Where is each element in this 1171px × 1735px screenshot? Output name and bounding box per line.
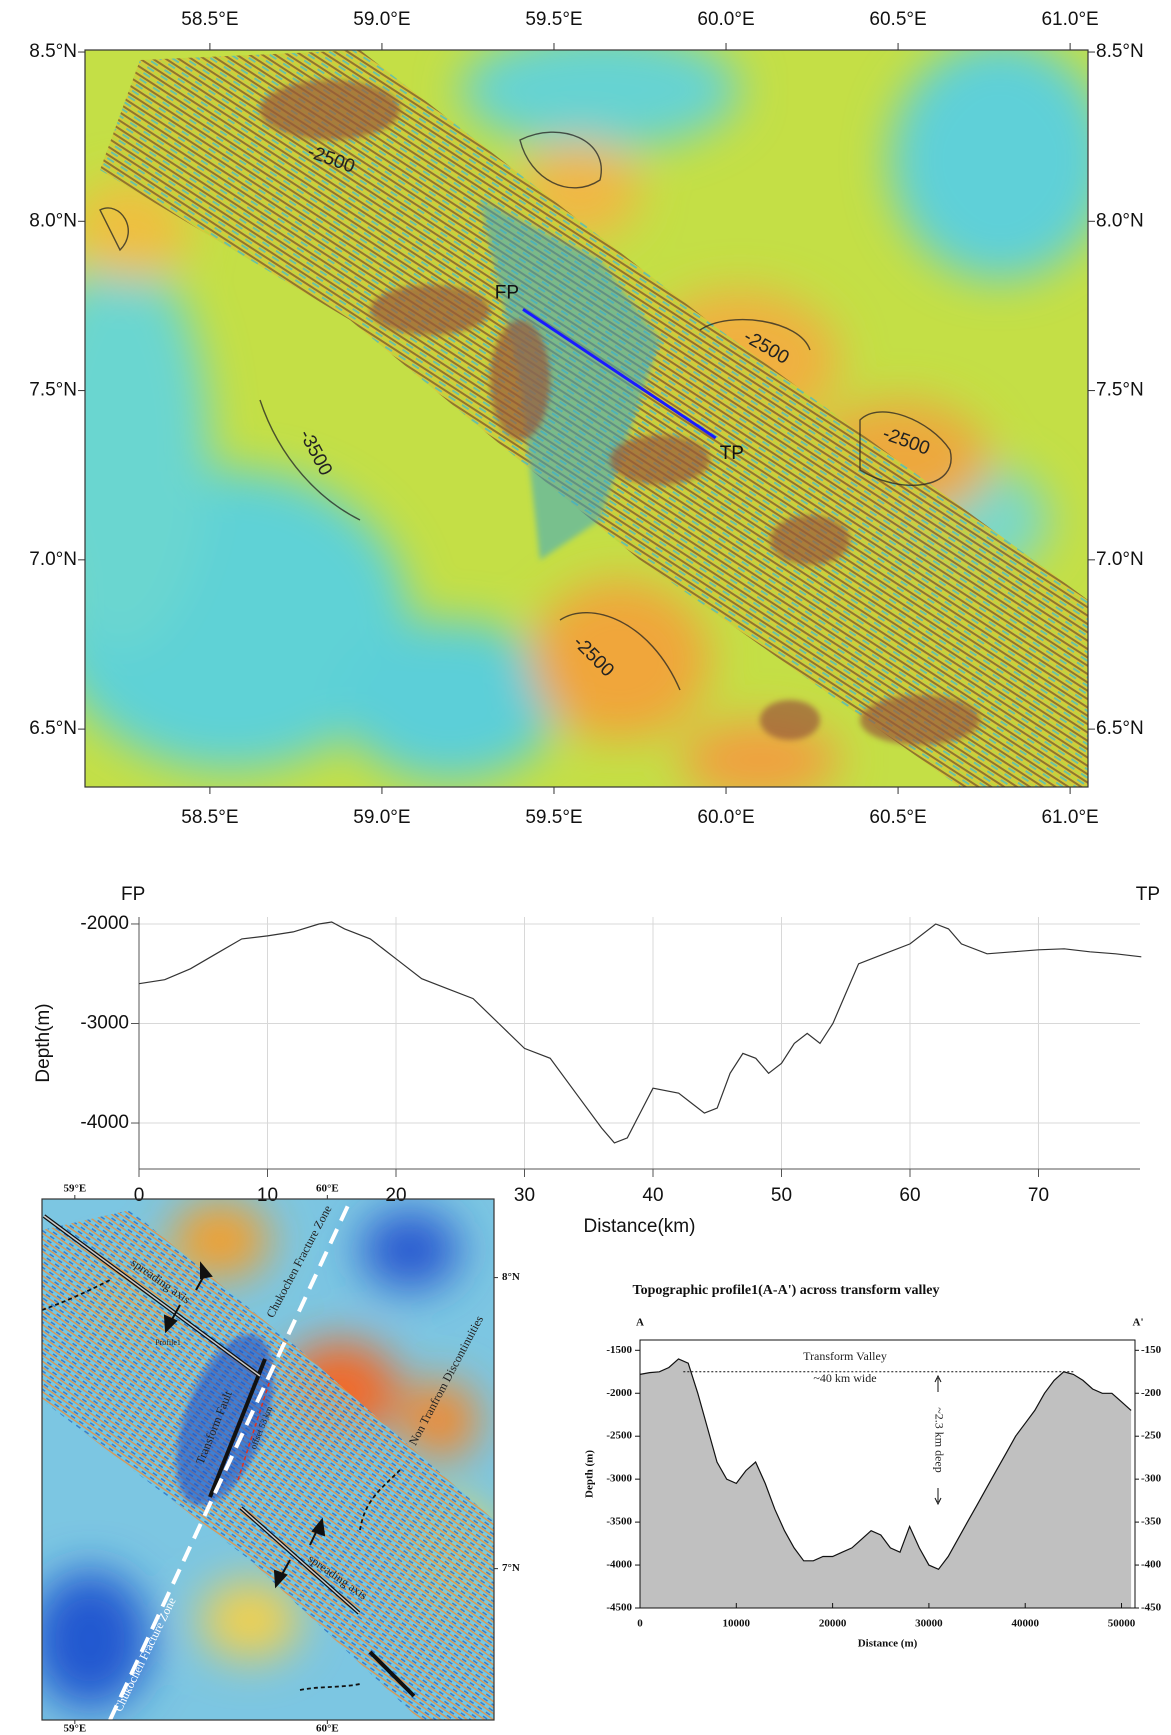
x-tick-label: 40	[642, 1185, 663, 1206]
y-tick-label: 8°N	[502, 1271, 520, 1283]
y-tick-label: 7°N	[502, 1562, 520, 1574]
y-tick-label: -2500	[606, 1430, 632, 1442]
y2-tick-label: -150	[1141, 1344, 1162, 1356]
x-tick-label: 60°E	[316, 1723, 339, 1735]
x-tick-label: 58.5°E	[181, 807, 238, 828]
profile-label: TP	[720, 443, 744, 464]
y2-tick-label: -300	[1141, 1473, 1162, 1485]
x-tick-label: 40000	[1011, 1618, 1039, 1630]
x-tick-label: 59.0°E	[353, 9, 410, 30]
y-tick-label: 6.5°N	[29, 718, 77, 739]
y-tick-label: 7.5°N	[1096, 380, 1144, 401]
y2-tick-label: -250	[1141, 1430, 1162, 1442]
y-axis-label: Depth (m)	[584, 1450, 596, 1498]
x-tick-label: 61.0°E	[1041, 9, 1098, 30]
y-tick-label: 7.5°N	[29, 380, 77, 401]
x-tick-label: 50000	[1108, 1618, 1136, 1630]
endpoint-label: A	[636, 1317, 644, 1329]
endpoint-label: FP	[121, 884, 145, 905]
x-axis-label: Distance(km)	[584, 1216, 696, 1237]
x-tick-label: 58.5°E	[181, 9, 238, 30]
annotation: ~2.3 km deep	[932, 1407, 946, 1472]
endpoint-label: A'	[1133, 1317, 1144, 1329]
profile-label: FP	[495, 282, 519, 303]
x-tick-label: 60	[899, 1185, 920, 1206]
y2-tick-label: -450	[1141, 1602, 1162, 1614]
x-tick-label: 0	[637, 1618, 643, 1630]
map-label: Profile1	[155, 1338, 181, 1347]
annotation: Transform Valley	[803, 1349, 887, 1363]
x-tick-label: 50	[771, 1185, 792, 1206]
map-imagery	[30, 1199, 500, 1720]
x-tick-label: 10	[257, 1185, 278, 1206]
x-tick-label: 59.5°E	[525, 807, 582, 828]
y-tick-label: -4500	[606, 1602, 632, 1614]
x-tick-label: 60.5°E	[869, 807, 926, 828]
x-tick-label: 20000	[819, 1618, 847, 1630]
x-tick-label: 60.0°E	[697, 9, 754, 30]
x-tick-label: 59.5°E	[525, 9, 582, 30]
y-tick-label: 8.5°N	[29, 41, 77, 62]
x-tick-label: 61.0°E	[1041, 807, 1098, 828]
y-tick-label: 7.0°N	[1096, 549, 1144, 570]
y-tick-label: 8.0°N	[1096, 210, 1144, 231]
y-tick-label: 7.0°N	[29, 549, 77, 570]
x-tick-label: 59.0°E	[353, 807, 410, 828]
map-imagery	[30, 30, 1110, 800]
figure: -2500 -2500 -2500 -2500 -3500	[0, 0, 1171, 1735]
x-tick-label: 0	[134, 1185, 145, 1206]
annotation: ~40 km wide	[813, 1371, 876, 1385]
y-tick-label: 8.5°N	[1096, 41, 1144, 62]
y-tick-label: -4000	[606, 1559, 632, 1571]
y-tick-label: -3000	[80, 1013, 129, 1034]
y-tick-label: -4000	[80, 1112, 129, 1133]
x-tick-label: 59°E	[63, 1723, 86, 1735]
x-tick-label: 30	[514, 1185, 535, 1206]
depth-line	[139, 922, 1141, 1143]
y-tick-label: -2000	[606, 1387, 632, 1399]
y-tick-label: -2000	[80, 913, 129, 934]
y2-tick-label: -350	[1141, 1516, 1162, 1528]
y-tick-label: -3500	[606, 1516, 632, 1528]
x-tick-label: 30000	[915, 1618, 943, 1630]
y-tick-label: -3000	[606, 1473, 632, 1485]
x-tick-label: 60.0°E	[697, 807, 754, 828]
y-tick-label: 8.0°N	[29, 210, 77, 231]
y2-tick-label: -200	[1141, 1387, 1162, 1399]
x-tick-label: 59°E	[63, 1183, 86, 1195]
x-tick-label: 10000	[723, 1618, 751, 1630]
x-tick-label: 70	[1028, 1185, 1049, 1206]
y-tick-label: 6.5°N	[1096, 718, 1144, 739]
endpoint-label: TP	[1136, 884, 1160, 905]
x-tick-label: 60°E	[316, 1183, 339, 1195]
y-tick-label: -1500	[606, 1344, 632, 1356]
area-fill	[640, 1359, 1131, 1608]
x-tick-label: 60.5°E	[869, 9, 926, 30]
chart-title: Topographic profile1(A-A') across transf…	[633, 1283, 940, 1298]
x-axis-label: Distance (m)	[858, 1638, 918, 1650]
x-tick-label: 20	[385, 1185, 406, 1206]
y2-tick-label: -400	[1141, 1559, 1162, 1571]
y-axis-label: Depth(m)	[33, 1003, 54, 1082]
